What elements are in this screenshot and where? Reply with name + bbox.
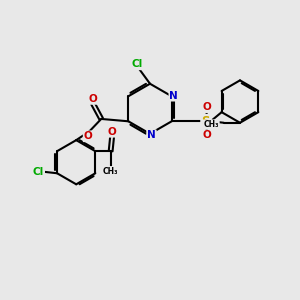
Text: O: O [202, 102, 211, 112]
Text: S: S [201, 115, 210, 128]
Text: O: O [108, 127, 116, 137]
Text: Cl: Cl [33, 167, 44, 177]
Text: O: O [84, 131, 92, 141]
Text: CH₃: CH₃ [103, 167, 118, 176]
Text: Cl: Cl [132, 59, 143, 69]
Text: CH₃: CH₃ [204, 120, 219, 129]
Text: O: O [202, 130, 211, 140]
Text: N: N [169, 91, 178, 101]
Text: N: N [147, 130, 156, 140]
Text: O: O [88, 94, 98, 104]
